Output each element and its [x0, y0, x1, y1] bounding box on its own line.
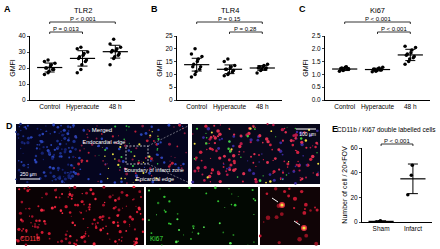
- svg-text:40: 40: [350, 169, 358, 176]
- svg-text:TLR4: TLR4: [221, 6, 239, 15]
- svg-text:TLR2: TLR2: [74, 6, 92, 15]
- svg-text:E: E: [332, 124, 338, 134]
- svg-text:2.0: 2.0: [312, 45, 321, 52]
- svg-text:P = 0.28: P = 0.28: [234, 26, 257, 32]
- svg-text:P < 0.001: P < 0.001: [365, 16, 391, 22]
- svg-text:25: 25: [165, 32, 173, 39]
- svg-text:Hyperacute: Hyperacute: [213, 103, 247, 111]
- svg-text:0.0: 0.0: [312, 96, 321, 103]
- svg-text:48 h: 48 h: [404, 103, 417, 110]
- svg-text:60: 60: [350, 144, 358, 151]
- svg-text:0: 0: [354, 218, 358, 225]
- svg-text:30: 30: [18, 48, 26, 55]
- svg-text:Infarct: Infarct: [404, 225, 422, 232]
- svg-text:GMFI: GMFI: [302, 59, 309, 77]
- svg-text:2.5: 2.5: [312, 32, 321, 39]
- svg-text:P < 0.001: P < 0.001: [384, 138, 410, 144]
- svg-text:Number of cell / 20×FOV: Number of cell / 20×FOV: [341, 146, 348, 224]
- svg-text:Hyperacute: Hyperacute: [361, 103, 395, 111]
- svg-text:B: B: [151, 4, 158, 14]
- svg-text:15: 15: [165, 58, 173, 65]
- svg-text:20: 20: [18, 64, 26, 71]
- svg-text:40: 40: [18, 32, 26, 39]
- svg-text:20: 20: [350, 194, 358, 201]
- svg-text:0.5: 0.5: [312, 83, 321, 90]
- svg-text:Epicardial edge: Epicardial edge: [136, 176, 174, 182]
- svg-text:Hyperacute: Hyperacute: [66, 103, 100, 111]
- svg-text:Ki67: Ki67: [370, 6, 385, 15]
- svg-text:20: 20: [165, 45, 173, 52]
- svg-text:5: 5: [169, 83, 173, 90]
- svg-text:250 μm: 250 μm: [20, 171, 37, 177]
- svg-text:1.5: 1.5: [312, 58, 321, 65]
- svg-text:P = 0.013: P = 0.013: [53, 26, 79, 32]
- svg-text:Merged: Merged: [92, 127, 112, 133]
- svg-text:CD11b / Ki67 double labelled c: CD11b / Ki67 double labelled cells: [337, 126, 436, 133]
- svg-text:Sham: Sham: [373, 225, 390, 232]
- svg-text:GMFI: GMFI: [9, 59, 16, 77]
- svg-text:Endocardial edge: Endocardial edge: [83, 139, 126, 145]
- svg-text:CD11b: CD11b: [20, 235, 40, 242]
- svg-text:100 μm: 100 μm: [299, 131, 316, 137]
- svg-text:Control: Control: [186, 103, 208, 110]
- svg-text:A: A: [4, 4, 11, 14]
- svg-text:C: C: [299, 4, 306, 14]
- svg-text:0: 0: [169, 96, 173, 103]
- svg-text:0: 0: [22, 96, 26, 103]
- svg-text:Control: Control: [39, 103, 61, 110]
- svg-text:Control: Control: [334, 103, 356, 110]
- svg-text:10: 10: [165, 71, 173, 78]
- svg-text:P < 0.001: P < 0.001: [381, 26, 407, 32]
- svg-text:Ki67: Ki67: [150, 235, 163, 242]
- svg-text:GMFI: GMFI: [156, 59, 163, 77]
- svg-text:48 h: 48 h: [256, 103, 269, 110]
- svg-text:P = 0.15: P = 0.15: [218, 16, 241, 22]
- svg-text:D: D: [6, 121, 13, 131]
- svg-text:48 h: 48 h: [109, 103, 122, 110]
- svg-text:10: 10: [18, 80, 26, 87]
- svg-text:P < 0.001: P < 0.001: [70, 16, 96, 22]
- svg-text:1.0: 1.0: [312, 71, 321, 78]
- svg-text:Boundary of infarct zone: Boundary of infarct zone: [124, 167, 184, 173]
